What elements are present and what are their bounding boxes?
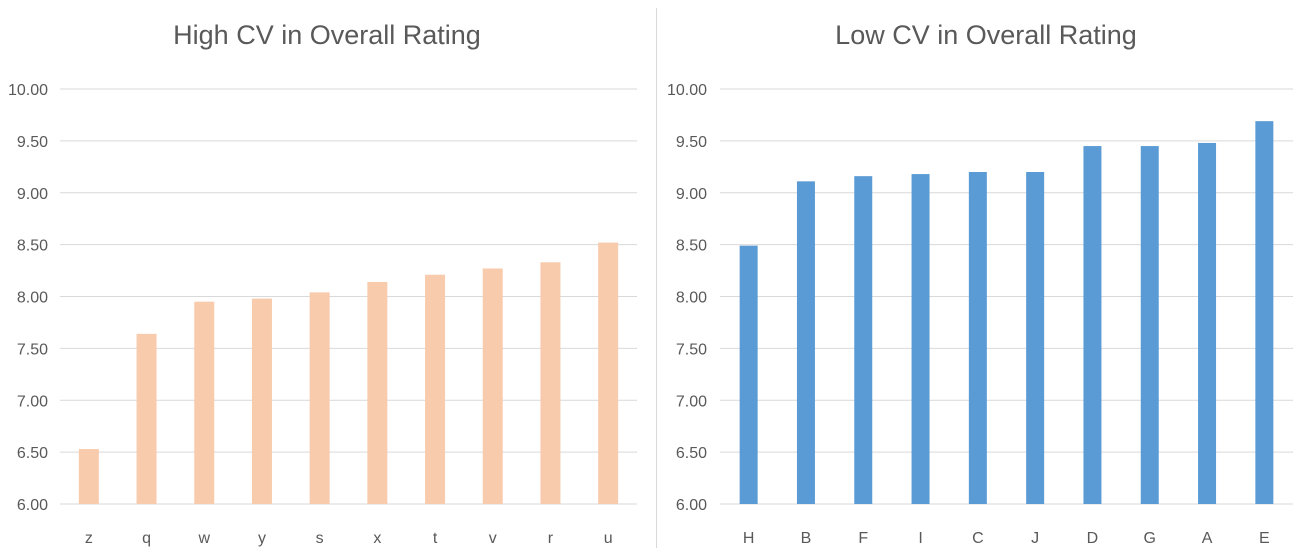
bar-r [540, 262, 561, 504]
x-tick-label: v [489, 530, 497, 547]
x-tick-label: A [1202, 530, 1213, 547]
bar-t [425, 274, 446, 504]
x-tick-label: H [743, 530, 755, 547]
y-tick-label: 9.00 [676, 186, 707, 203]
x-tick-label: D [1087, 530, 1099, 547]
y-tick-label: 8.50 [17, 238, 48, 255]
y-tick-label: 7.50 [17, 341, 48, 358]
bar-G [1140, 146, 1159, 504]
x-tick-label: r [548, 530, 554, 547]
x-tick-label: x [373, 530, 381, 547]
y-tick-label: 7.00 [17, 393, 48, 410]
bar-x [367, 281, 388, 504]
x-tick-label: F [858, 530, 868, 547]
x-tick-label: y [258, 530, 266, 547]
x-tick-label: C [972, 530, 984, 547]
bar-F [854, 176, 873, 504]
x-tick-label: q [142, 530, 151, 547]
y-tick-label: 8.50 [676, 238, 707, 255]
y-tick-label: 6.00 [676, 497, 707, 514]
bar-s [309, 292, 330, 504]
y-tick-label: 6.50 [17, 445, 48, 462]
bar-J [1026, 172, 1045, 504]
y-tick-label: 9.50 [676, 134, 707, 151]
x-tick-label: E [1259, 530, 1270, 547]
chart-low-cv: Low CV in Overall Rating 6.00 6.50 7.00 7.5… [659, 0, 1299, 552]
bar-D [1083, 146, 1102, 504]
x-tick-label: J [1031, 530, 1039, 547]
bar-q [136, 333, 157, 504]
chart-title: Low CV in Overall Rating [835, 20, 1137, 50]
bar-y [251, 298, 272, 504]
y-tick-label: 6.00 [17, 497, 48, 514]
y-tick-label: 9.50 [17, 134, 48, 151]
x-tick-label: u [604, 530, 613, 547]
bar-u [598, 242, 619, 505]
bar-E [1255, 121, 1274, 504]
y-tick-label: 7.50 [676, 341, 707, 358]
chart-high-cv: High CV in Overall Rating 6.00 6.50 7.00 7.… [8, 20, 637, 547]
y-tick-label: 9.00 [17, 186, 48, 203]
y-tick-label: 8.00 [676, 290, 707, 307]
y-tick-label: 7.00 [676, 393, 707, 410]
x-tick-label: z [85, 530, 93, 547]
x-tick-label: t [433, 530, 438, 547]
bar-z [78, 449, 99, 504]
bar-v [482, 268, 503, 504]
y-tick-label: 6.50 [676, 445, 707, 462]
y-tick-label: 10.00 [8, 82, 48, 99]
chart-high-cv-svg: High CV in Overall Rating 6.00 6.50 7.00 7.… [8, 20, 637, 547]
x-tick-label: G [1144, 530, 1156, 547]
x-tick-label: I [918, 530, 922, 547]
y-tick-label: 8.00 [17, 290, 48, 307]
bar-B [796, 181, 815, 504]
bar-A [1198, 142, 1217, 504]
chart-title: High CV in Overall Rating [173, 20, 481, 50]
bar-w [194, 301, 215, 504]
x-tick-label: w [197, 530, 210, 547]
bar-I [911, 174, 930, 504]
y-tick-label: 10.00 [667, 82, 707, 99]
chart-low-cv-svg: Low CV in Overall Rating 6.00 6.50 7.00 7.5… [667, 20, 1293, 547]
x-tick-label: B [801, 530, 812, 547]
panel-divider [656, 8, 657, 548]
x-tick-label: s [316, 530, 324, 547]
bar-H [739, 245, 758, 504]
bar-C [968, 172, 987, 504]
